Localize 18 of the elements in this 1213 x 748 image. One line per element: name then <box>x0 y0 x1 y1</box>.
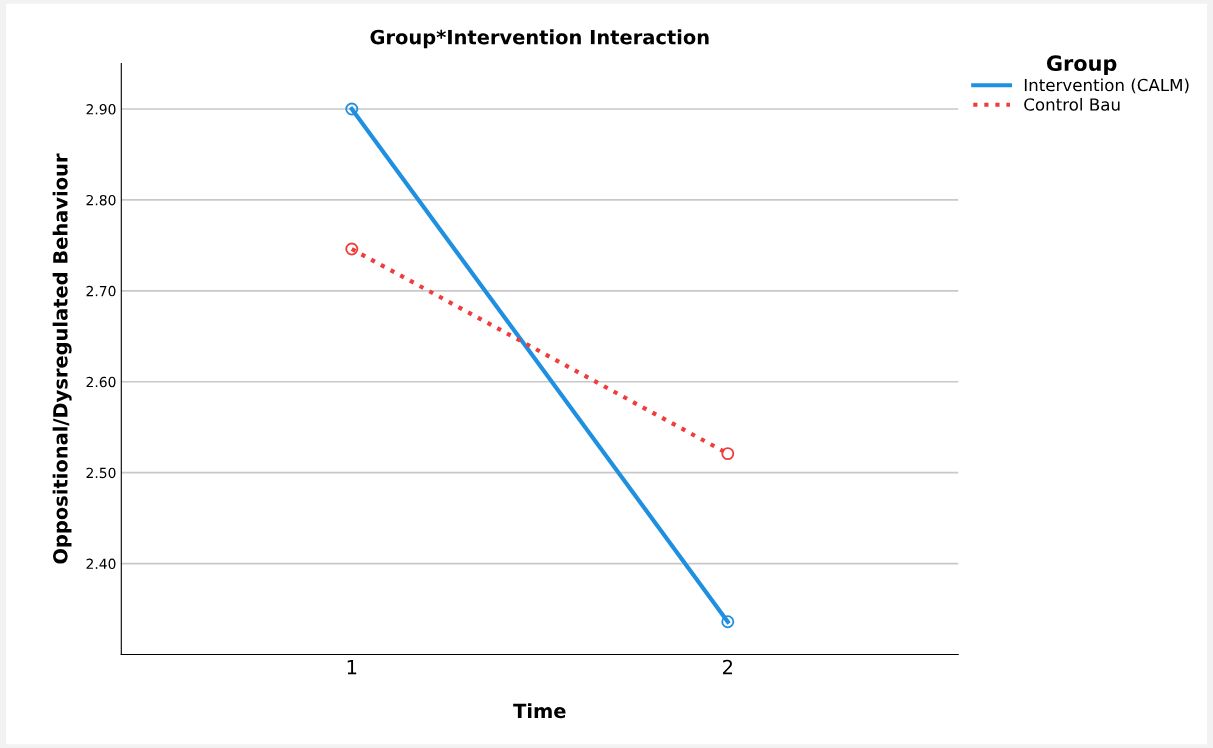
y-tick-label: 2.80 <box>86 194 116 206</box>
y-tick-label: 2.90 <box>86 104 116 115</box>
x-axis-title: Time <box>513 703 566 719</box>
point <box>721 447 735 461</box>
y-tick-label: 2.50 <box>86 467 116 479</box>
y-axis-title: Oppositional/Dysregulated Behaviour <box>52 153 72 564</box>
legend-title: Group <box>1046 55 1117 76</box>
y-tick-label: 2.70 <box>86 285 116 297</box>
point <box>721 615 735 629</box>
x-tick-label: 1 <box>347 659 357 675</box>
point <box>345 102 359 116</box>
y-tick-label: 2.40 <box>86 558 116 570</box>
chart-title: Group*Intervention Interaction <box>370 29 709 49</box>
legend-label: Intervention (CALM) <box>1024 78 1189 94</box>
legend-label: Control Bau <box>1024 97 1120 111</box>
point <box>345 242 359 256</box>
y-tick-label: 2.60 <box>86 376 116 388</box>
x-tick-label: 2 <box>723 659 733 675</box>
